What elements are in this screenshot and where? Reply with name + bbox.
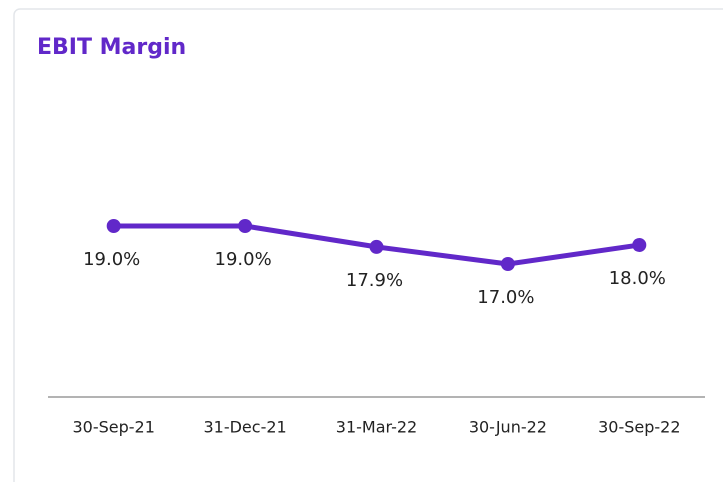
point: [369, 239, 384, 254]
point: [632, 238, 647, 252]
x-tick-label: 31-Mar-22: [336, 418, 417, 437]
x-tick-label: 30-Sep-21: [72, 418, 154, 437]
point: [238, 219, 253, 233]
data-label: 18.0%: [609, 268, 666, 289]
data-label: 17.9%: [346, 270, 403, 291]
x-tick-label: 30-Jun-22: [469, 418, 547, 437]
point: [106, 219, 121, 233]
point: [500, 257, 515, 271]
chart-title: EBIT Margin: [37, 35, 186, 60]
data-label: 19.0%: [215, 249, 272, 270]
data-label: 17.0%: [477, 287, 534, 308]
x-tick-label: 30-Sep-22: [598, 418, 680, 437]
data-label: 19.0%: [83, 249, 140, 270]
x-tick-label: 31-Dec-21: [203, 418, 286, 437]
